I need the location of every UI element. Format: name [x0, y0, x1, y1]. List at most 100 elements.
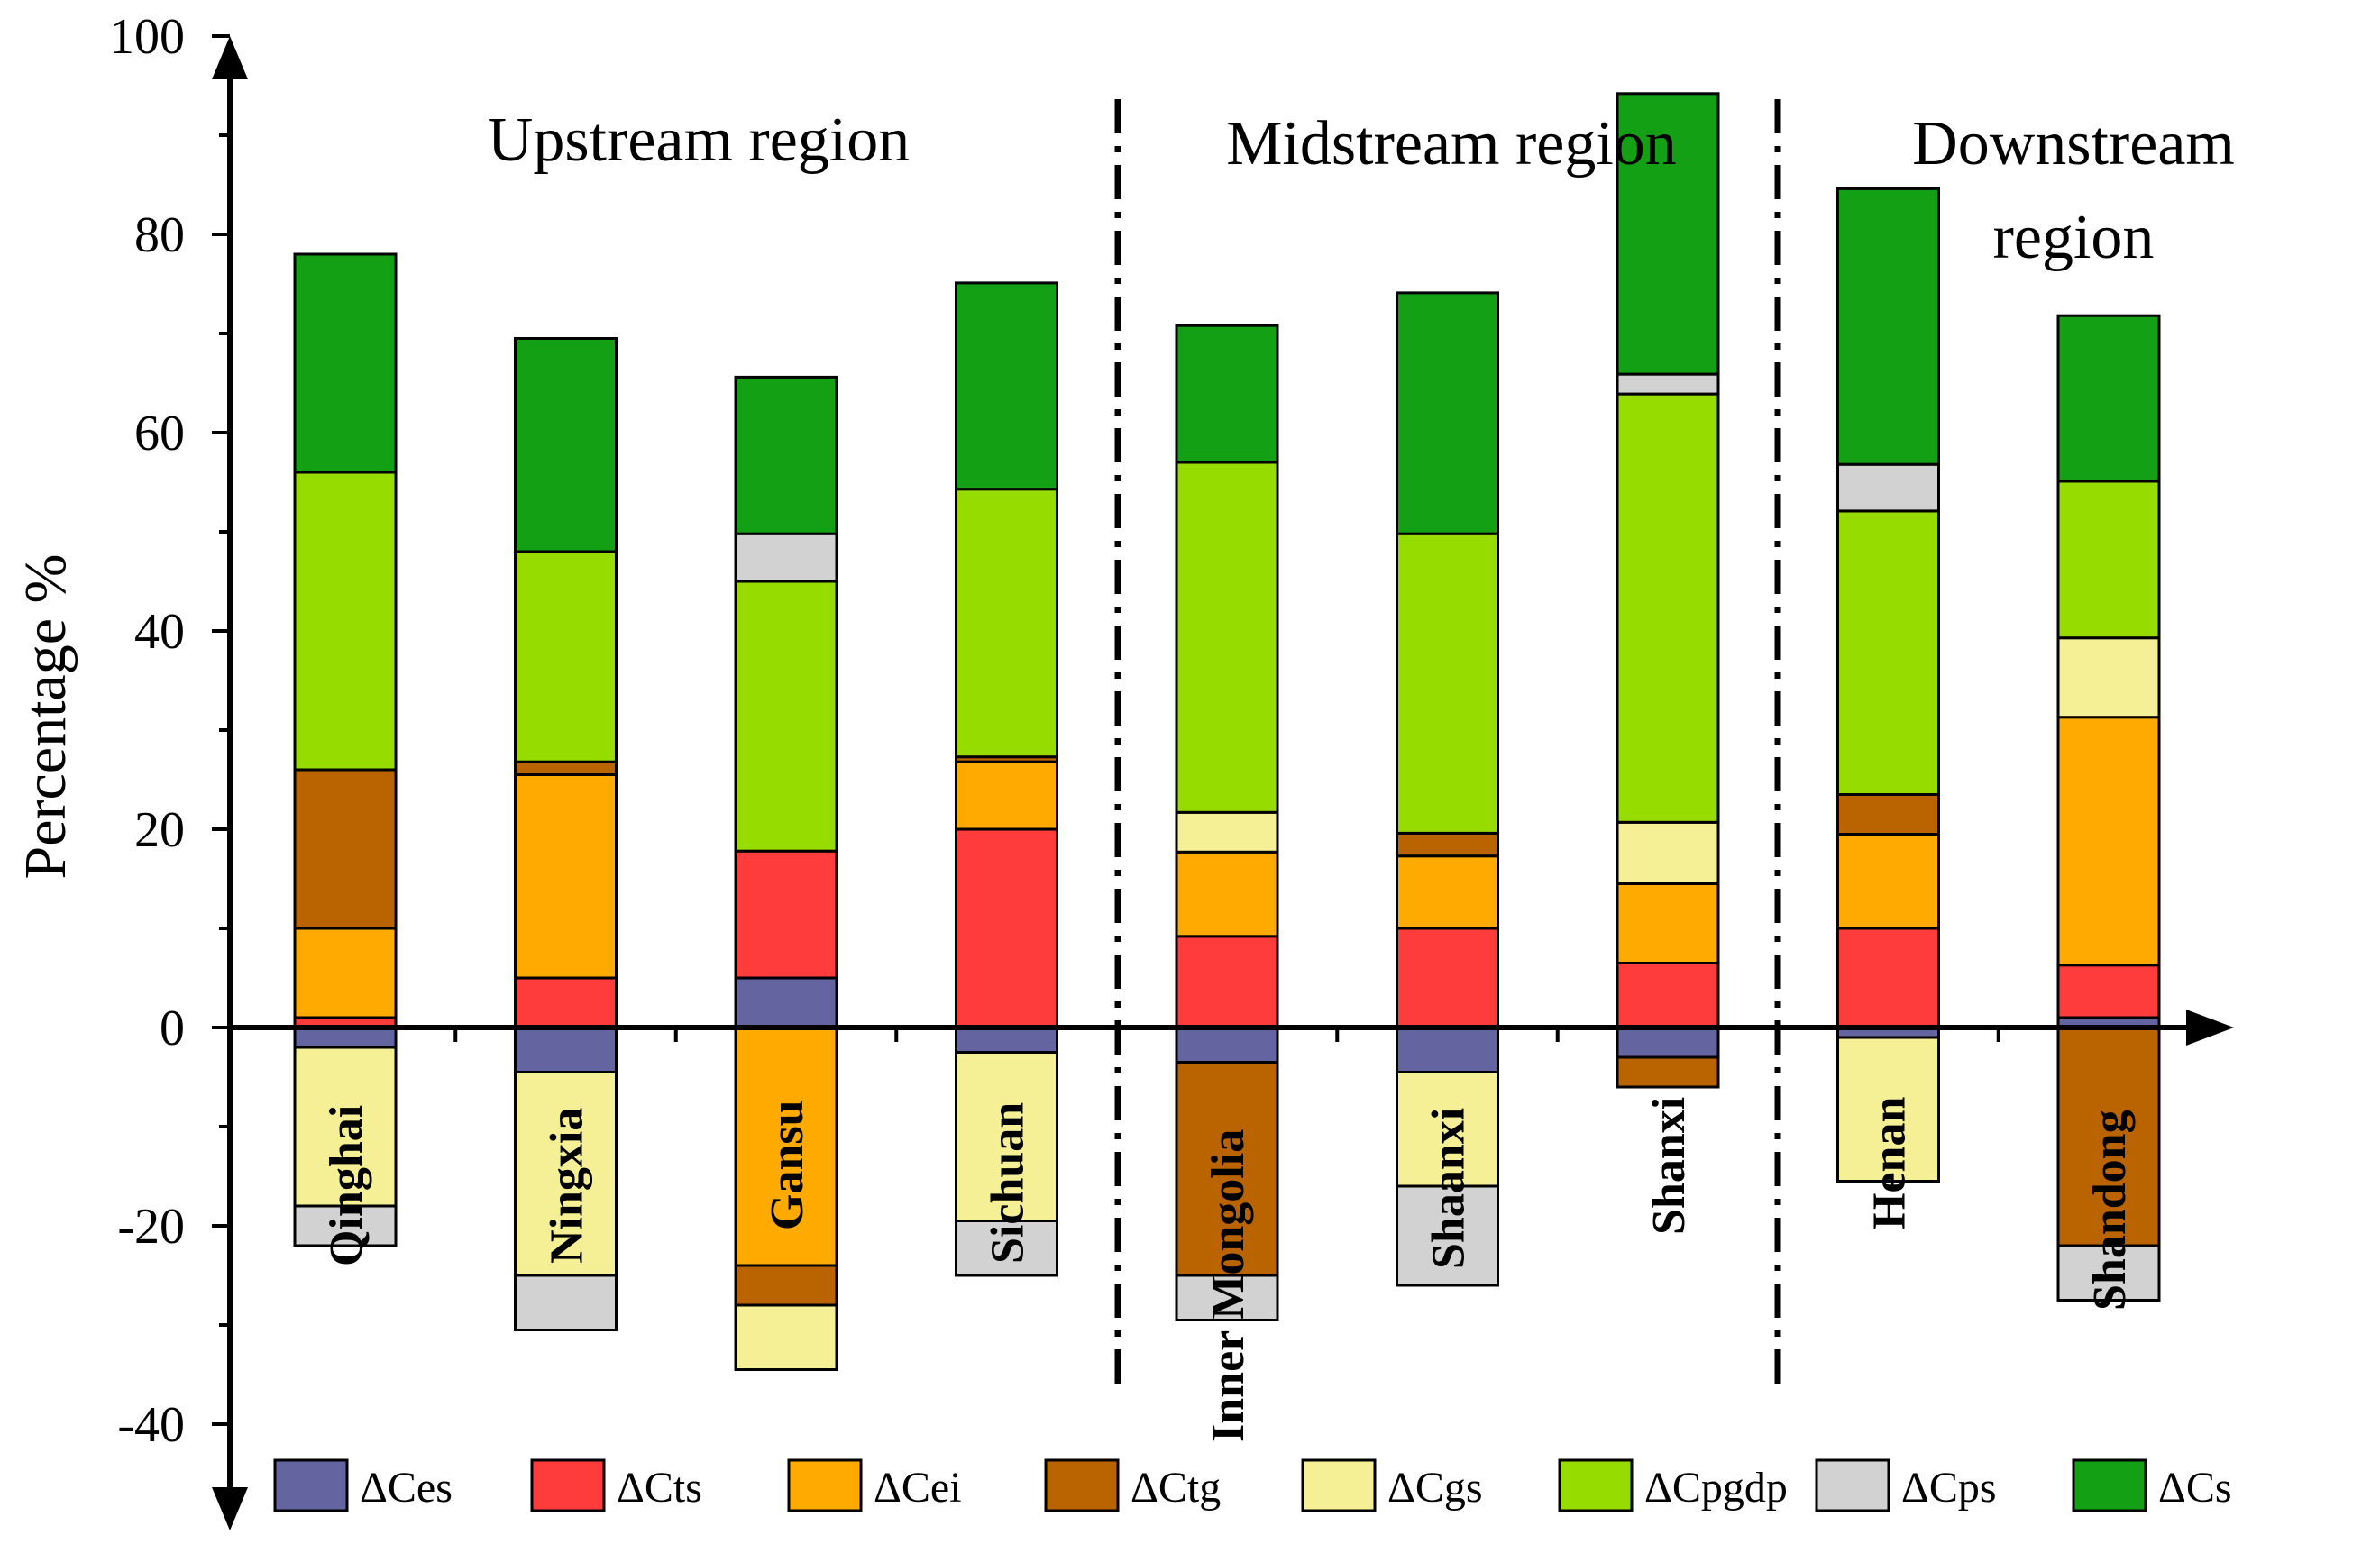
category-label: Henan	[1864, 1097, 1916, 1229]
bar-segment	[1616, 392, 1720, 824]
bar-segment	[734, 532, 838, 583]
bar-segment	[1175, 810, 1279, 854]
bar-segment	[1836, 793, 1940, 836]
bar-segment	[514, 550, 618, 763]
bar-segment	[293, 471, 398, 772]
category-label: Sichuan	[983, 1102, 1034, 1264]
bar-segment	[1396, 854, 1499, 930]
legend-swatch	[1815, 1458, 1890, 1512]
bar-segment	[734, 849, 838, 980]
bar-segment	[1396, 1071, 1499, 1188]
y-tick-label: 20	[134, 802, 185, 858]
bar-segment	[955, 760, 1058, 831]
bar-segment	[1616, 1026, 1720, 1059]
bar-segment	[1836, 462, 1940, 513]
bar-segment	[1836, 509, 1940, 797]
labels-layer: -40 -20 0 20 40 60 80 100 Percentage % Upstream r…	[13, 9, 2235, 1453]
bar-segment	[2056, 480, 2161, 640]
legend-label: ΔCes	[360, 1464, 453, 1512]
x-axis-arrow	[2186, 1010, 2234, 1046]
legend-swatch	[1301, 1458, 1377, 1512]
y-axis-arrow-up	[212, 36, 248, 79]
bar-segment	[1616, 962, 1720, 1029]
bar-segment	[514, 1026, 618, 1073]
bar-segment	[293, 768, 398, 930]
bar-segment	[1396, 927, 1499, 1029]
bar-segment	[1396, 1184, 1499, 1287]
bar-segment	[514, 1274, 618, 1331]
legend-swatch	[1044, 1458, 1120, 1512]
y-axis-title: Percentage %	[13, 554, 78, 880]
bar-segment	[955, 281, 1058, 491]
bar-segment	[293, 927, 398, 1019]
legend-label: ΔCgs	[1387, 1464, 1483, 1512]
bar-segment	[1175, 850, 1279, 938]
region-label: Downstream	[1912, 109, 2235, 178]
bar-segment	[2056, 964, 2161, 1019]
bar-segment	[1175, 461, 1279, 814]
bar-segment	[1396, 532, 1499, 835]
category-label: Gansu	[762, 1100, 813, 1230]
region-label: Midstream region	[1226, 109, 1677, 178]
y-axis-arrow-down	[212, 1487, 248, 1530]
bar-segment	[955, 1026, 1058, 1054]
bar-segment	[955, 1051, 1058, 1222]
bar-segment	[514, 760, 618, 777]
bar-segment	[293, 1026, 398, 1049]
bar-segment	[734, 976, 838, 1029]
bar-segment	[293, 1204, 398, 1247]
bar-segment	[1836, 1036, 1940, 1183]
region-label: Upstream region	[488, 105, 910, 175]
category-label: Qinghai	[321, 1105, 372, 1266]
bar-segment	[734, 1264, 838, 1307]
bar-segment	[2056, 716, 2161, 967]
legend-swatch	[273, 1458, 349, 1512]
bars-layer	[293, 92, 2161, 1371]
bar-segment	[955, 488, 1058, 759]
bar-segment	[2056, 1244, 2161, 1302]
bar-segment	[1175, 1026, 1279, 1064]
bar-segment	[1175, 935, 1279, 1029]
bar-segment	[734, 580, 838, 853]
legend-label: ΔCts	[617, 1464, 702, 1512]
bar-segment	[955, 827, 1058, 1029]
bar-segment	[1175, 1274, 1279, 1321]
bar-segment	[1396, 291, 1499, 535]
y-tick-label: 100	[109, 9, 185, 65]
category-label: Shanxi	[1643, 1097, 1695, 1235]
y-tick-label: 40	[134, 604, 185, 660]
y-tick-label: 60	[134, 406, 185, 461]
bar-segment	[1836, 833, 1940, 930]
bar-segment	[1616, 372, 1720, 396]
legend-swatch	[530, 1458, 606, 1512]
bar-segment	[2056, 314, 2161, 483]
bar-segment	[734, 375, 838, 535]
legend-label: ΔCs	[2158, 1464, 2232, 1512]
legend: ΔCes ΔCts ΔCei ΔCtg ΔCgs ΔCpgdp ΔCps ΔCs	[273, 1458, 2232, 1512]
legend-label: ΔCps	[1901, 1464, 1997, 1512]
bar-segment	[2056, 636, 2161, 719]
bar-segment	[1616, 92, 1720, 376]
bar-segment	[1836, 927, 1940, 1029]
legend-label: ΔCei	[874, 1464, 962, 1512]
category-label: Shandong	[2084, 1110, 2136, 1311]
y-tick-label: 0	[160, 1000, 185, 1056]
bar-segment	[293, 252, 398, 474]
legend-label: ΔCpgdp	[1644, 1464, 1788, 1512]
legend-swatch	[2072, 1458, 2147, 1512]
category-label: Shaanxi	[1423, 1108, 1475, 1269]
category-label: Inner Mongolia	[1203, 1129, 1254, 1442]
region-label: region	[1993, 203, 2155, 272]
bar-segment	[955, 1220, 1058, 1277]
bar-segment	[514, 976, 618, 1029]
y-tick-label: 80	[134, 207, 185, 263]
legend-label: ΔCtg	[1130, 1464, 1221, 1512]
bar-segment	[1396, 1026, 1499, 1073]
bar-segment	[734, 1303, 838, 1371]
category-label: Ningxia	[542, 1108, 593, 1264]
bar-segment	[1836, 187, 1940, 466]
bar-segment	[1616, 882, 1720, 964]
bar-segment	[1616, 1055, 1720, 1089]
bar-segment	[1175, 324, 1279, 464]
